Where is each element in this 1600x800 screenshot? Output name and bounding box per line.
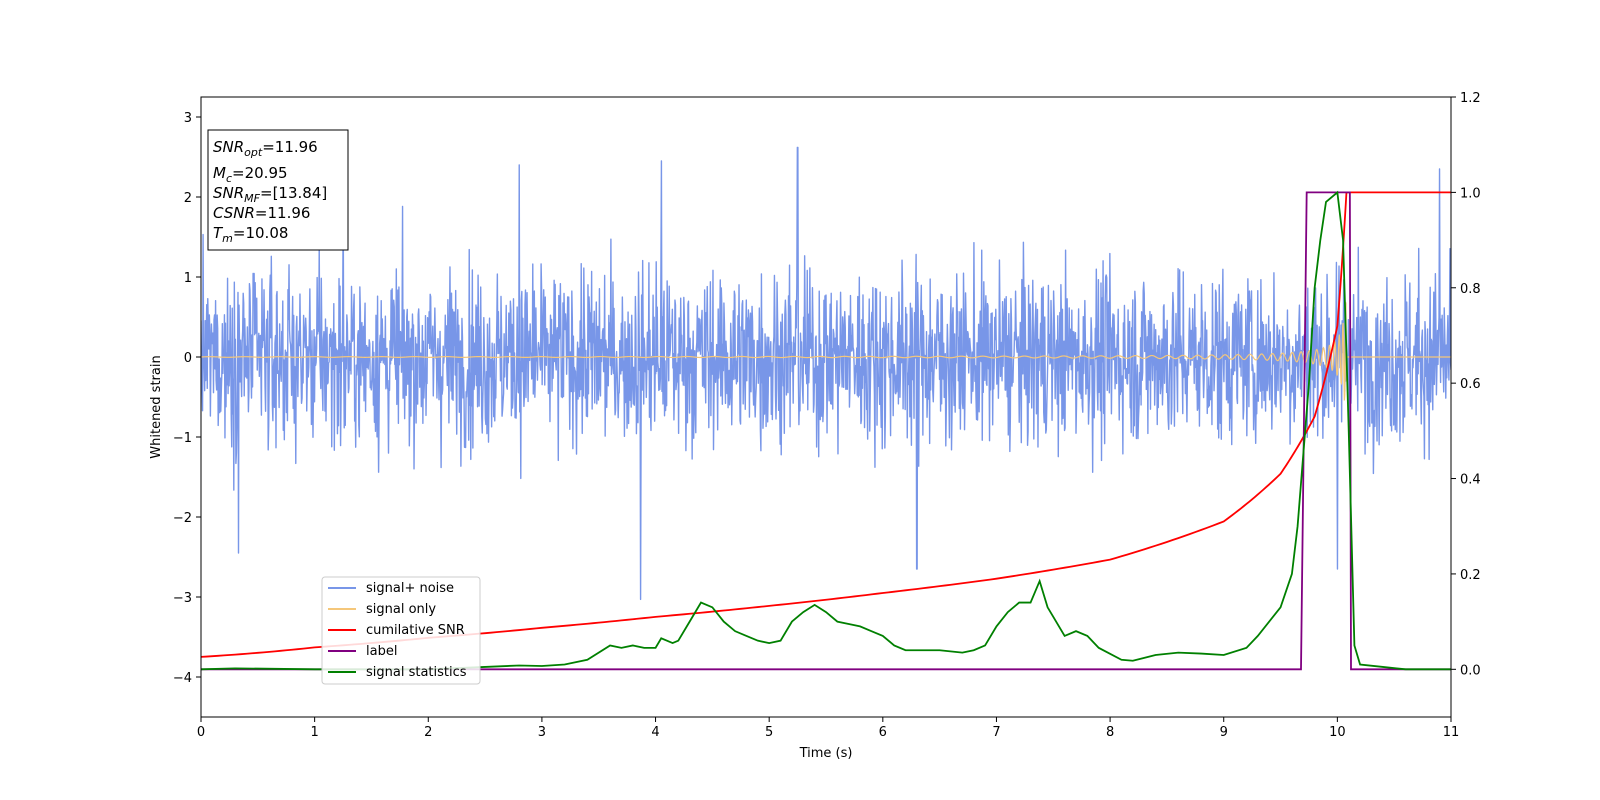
- x-axis-label: Time (s): [799, 746, 853, 761]
- x-tick-label: 7: [992, 725, 1000, 740]
- legend-label-signal-only: signal only: [366, 602, 436, 617]
- x-tick-label: 2: [424, 725, 432, 740]
- x-axis: 0 1 2 3 4 5 6 7 8 9 10 11: [197, 717, 1459, 740]
- x-tick-label: 10: [1329, 725, 1346, 740]
- legend-label-cumulative-snr: cumilative SNR: [366, 623, 465, 638]
- info-box: SNRopt=11.96 Mc=20.95 SNRMF=[13.84] CSNR…: [207, 129, 349, 251]
- y-tick-label: −2: [173, 511, 192, 526]
- series-signal-only: [201, 301, 1451, 401]
- legend-frame: [321, 576, 481, 685]
- y2-tick-label: 1.0: [1460, 186, 1481, 201]
- y-tick-label: 1: [184, 271, 192, 286]
- x-tick-label: 1: [310, 725, 318, 740]
- series-signal-statistics: [201, 190, 1451, 671]
- y-tick-label: 3: [184, 111, 192, 126]
- y2-tick-label: 0.2: [1460, 568, 1481, 583]
- y-tick-label: −3: [173, 591, 192, 606]
- x-tick-label: 5: [765, 725, 773, 740]
- y-tick-label: −1: [173, 431, 192, 446]
- plot-frame: [200, 96, 1452, 718]
- y-tick-label: 2: [184, 191, 192, 206]
- y2-tick-label: 0.0: [1460, 663, 1481, 678]
- x-tick-label: 0: [197, 725, 205, 740]
- y-axis-right: 0.0 0.2 0.4 0.6 0.8 1.0 1.2: [1451, 91, 1481, 678]
- y-tick-label: 0: [184, 351, 192, 366]
- x-tick-label: 9: [1220, 725, 1228, 740]
- y2-tick-label: 0.6: [1460, 377, 1481, 392]
- legend-label-signal-noise: signal+ noise: [366, 581, 454, 596]
- y2-tick-label: 0.4: [1460, 473, 1481, 488]
- info-snr-mf: SNRMF=[13.84]: [213, 184, 327, 205]
- y-tick-label: −4: [173, 671, 192, 686]
- info-box-frame: [207, 129, 349, 251]
- info-mc: Mc=20.95: [213, 164, 288, 185]
- info-tm: Tm=10.08: [213, 224, 288, 245]
- info-snr-opt: SNRopt=11.96: [213, 138, 318, 159]
- series-label: [201, 191, 1451, 671]
- y2-tick-label: 0.8: [1460, 282, 1481, 297]
- legend-label-signal-statistics: signal statistics: [366, 665, 467, 680]
- x-tick-label: 11: [1443, 725, 1460, 740]
- x-tick-label: 4: [651, 725, 659, 740]
- series-signal-noise: [201, 146, 1451, 601]
- x-tick-label: 6: [879, 725, 887, 740]
- legend: signal+ noise signal only cumilative SNR…: [321, 576, 481, 685]
- y2-tick-label: 1.2: [1460, 91, 1481, 106]
- legend-label-label: label: [366, 644, 397, 659]
- x-tick-label: 3: [538, 725, 546, 740]
- y-axis-label: Whitened strain: [149, 355, 164, 458]
- y-axis-left: 3 2 1 0 −1 −2 −3 −4: [173, 111, 201, 686]
- x-tick-label: 8: [1106, 725, 1114, 740]
- info-csnr: CSNR=11.96: [213, 204, 310, 222]
